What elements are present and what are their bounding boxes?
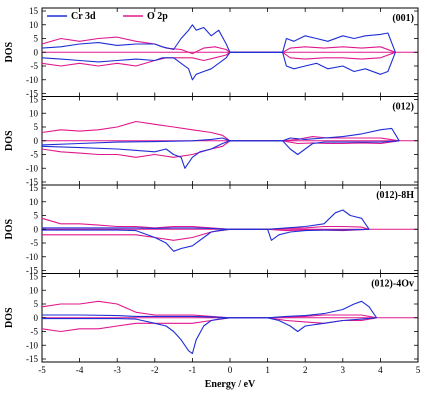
- series-line-cr-3d-down: [41, 140, 400, 169]
- y-axis-title: DOS: [4, 42, 15, 63]
- y-tick-label: -5: [31, 238, 39, 248]
- y-axis-title: DOS: [4, 219, 15, 240]
- y-tick-label: 5: [34, 299, 39, 309]
- y-tick-label: 10: [29, 285, 39, 295]
- y-tick-label: -15: [26, 177, 38, 187]
- y-tick-label: 0: [34, 136, 39, 146]
- x-tick-label: 3: [341, 365, 346, 375]
- x-tick-label: -5: [38, 365, 46, 375]
- y-tick-label: -5: [31, 61, 39, 71]
- legend-label-cr-3d: Cr 3d: [71, 11, 96, 22]
- y-axis-title: DOS: [4, 130, 15, 151]
- y-tick-label: 0: [34, 224, 39, 234]
- y-tick-label: 0: [34, 47, 39, 57]
- panel-label-4: (012)-4Ov: [371, 279, 414, 290]
- y-tick-label: 15: [29, 6, 39, 16]
- y-tick-label: -15: [26, 89, 38, 99]
- panel-label-2: (012): [392, 102, 414, 113]
- x-tick-label: -4: [76, 365, 84, 375]
- y-tick-label: 5: [34, 122, 39, 132]
- y-tick-label: -10: [26, 252, 38, 262]
- y-tick-label: 10: [29, 197, 39, 207]
- series-line-o-2p-down: [42, 228, 370, 241]
- series-line-cr-3d-down: [42, 317, 377, 355]
- y-tick-label: 5: [34, 34, 39, 44]
- y-tick-label: -10: [26, 340, 38, 350]
- y-tick-label: -15: [26, 266, 38, 276]
- series-line-o-2p-down: [41, 317, 377, 333]
- series-line-cr-3d-up: [41, 24, 396, 53]
- x-tick-label: 5: [416, 365, 421, 375]
- y-tick-label: 15: [29, 95, 39, 105]
- y-tick-label: -5: [31, 150, 39, 160]
- legend-label-o-2p: O 2p: [147, 11, 168, 22]
- series-line-o-2p-up: [41, 217, 370, 230]
- y-tick-label: 0: [34, 313, 39, 323]
- series-line-cr-3d-down: [42, 228, 370, 252]
- series-line-o-2p-up: [41, 300, 377, 319]
- x-tick-label: -1: [189, 365, 197, 375]
- series-line-cr-3d-down: [41, 51, 396, 81]
- x-tick-label: 1: [265, 365, 270, 375]
- y-tick-label: -10: [26, 75, 38, 85]
- x-tick-label: 4: [378, 365, 383, 375]
- x-axis-title: Energy / eV: [205, 379, 256, 390]
- y-tick-label: 10: [29, 108, 39, 118]
- y-tick-label: 5: [34, 211, 39, 221]
- series-line-o-2p-up: [41, 120, 400, 142]
- y-axis-title: DOS: [4, 307, 15, 328]
- y-tick-label: -15: [26, 354, 38, 364]
- x-tick-label: 2: [303, 365, 308, 375]
- y-tick-label: 10: [29, 20, 39, 30]
- y-tick-label: 15: [29, 183, 39, 193]
- y-tick-label: -10: [26, 163, 38, 173]
- y-tick-label: 15: [29, 272, 39, 282]
- x-tick-label: -2: [151, 365, 159, 375]
- panel-label-3: (012)-8H: [376, 190, 414, 201]
- x-tick-label: -3: [113, 365, 121, 375]
- panel-label-1: (001): [392, 13, 414, 24]
- x-tick-label: 0: [228, 365, 233, 375]
- series-line-o-2p-down: [41, 140, 400, 158]
- y-tick-label: -5: [31, 327, 39, 337]
- series-line-o-2p-down: [41, 51, 396, 67]
- series-line-o-2p-up: [41, 36, 396, 55]
